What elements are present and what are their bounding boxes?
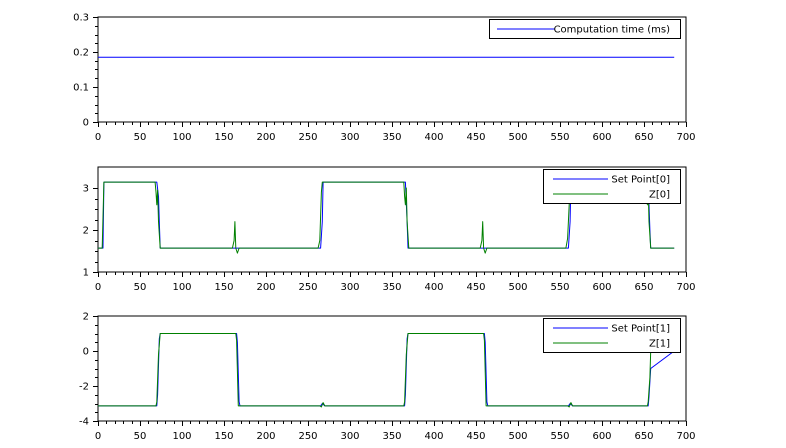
series-line-2 — [98, 333, 675, 408]
x-tick-label: 0 — [95, 282, 101, 293]
x-tick-label: 600 — [592, 431, 611, 442]
y-tick-label: -2 — [79, 382, 89, 393]
x-tick-label: 200 — [256, 132, 275, 143]
legend-box — [543, 318, 681, 353]
x-tick-label: 50 — [134, 431, 147, 442]
panel-3: 0 50 100 150 200 250 300 350 400 450 500 550 600 650 7… — [79, 312, 696, 443]
x-tick-label: 150 — [214, 132, 233, 143]
x-tick-label: 50 — [134, 132, 147, 143]
x-tick-label: 0 — [95, 132, 101, 143]
x-tick-label: 350 — [382, 282, 401, 293]
x-tick-label: 150 — [214, 431, 233, 442]
x-tick-label: 100 — [172, 132, 191, 143]
x-tick-label: 150 — [214, 282, 233, 293]
x-tick-label: 500 — [508, 282, 527, 293]
y-tick-label: 2 — [83, 226, 89, 237]
x-tick-label: 250 — [298, 431, 317, 442]
panel-2: 0 50 100 150 200 250 300 350 400 450 500 550 600 650 7… — [83, 166, 696, 293]
legend-1: Computation time (ms) — [489, 19, 681, 39]
legend-2: Set Point[0] Z[0] — [543, 169, 681, 204]
x-tick-label: 450 — [466, 431, 485, 442]
y-tick-label: 3 — [83, 184, 89, 195]
y-tick-label: 1 — [83, 268, 89, 279]
x-tick-label: 100 — [172, 282, 191, 293]
legend-label-1: Set Point[0] — [611, 175, 670, 186]
x-tick-label: 400 — [424, 282, 443, 293]
y-tick-label: -4 — [79, 417, 89, 428]
panel-1: 0 50 100 150 200 250 300 350 400 450 500 550 600 650 7… — [73, 13, 695, 144]
x-tick-label: 100 — [172, 431, 191, 442]
x-tick-label: 700 — [676, 282, 695, 293]
x-tick-label: 50 — [134, 282, 147, 293]
x-tick-label: 600 — [592, 282, 611, 293]
y-tick-label: 0.3 — [73, 13, 89, 24]
legend-label-2: Z[0] — [649, 190, 670, 201]
legend-3: Set Point[1] Z[1] — [543, 318, 681, 353]
x-tick-label: 700 — [676, 431, 695, 442]
x-tick-label: 300 — [340, 431, 359, 442]
x-tick-label: 500 — [508, 132, 527, 143]
x-tick-label: 350 — [382, 132, 401, 143]
x-tick-label: 700 — [676, 132, 695, 143]
y-tick-label: 0.2 — [73, 48, 89, 59]
x-tick-label: 250 — [298, 282, 317, 293]
x-tick-label: 550 — [550, 282, 569, 293]
x-tick-label: 450 — [466, 132, 485, 143]
x-tick-label: 300 — [340, 132, 359, 143]
x-tick-label: 300 — [340, 282, 359, 293]
legend-box — [489, 19, 681, 39]
x-tick-label: 200 — [256, 282, 275, 293]
x-tick-label: 250 — [298, 132, 317, 143]
x-tick-label: 550 — [550, 132, 569, 143]
legend-box — [543, 169, 681, 204]
x-tick-label: 500 — [508, 431, 527, 442]
x-tick-label: 550 — [550, 431, 569, 442]
x-tick-label: 600 — [592, 132, 611, 143]
x-tick-label: 450 — [466, 282, 485, 293]
legend-label-1: Set Point[1] — [611, 324, 670, 335]
y-tick-label: 0.1 — [73, 83, 89, 94]
legend-label-2: Z[1] — [649, 339, 670, 350]
x-tick-label: 650 — [634, 132, 653, 143]
y-tick-label: 0 — [83, 347, 89, 358]
x-tick-label: 200 — [256, 431, 275, 442]
x-tick-label: 650 — [634, 431, 653, 442]
x-tick-label: 650 — [634, 282, 653, 293]
x-tick-label: 350 — [382, 431, 401, 442]
x-tick-label: 400 — [424, 431, 443, 442]
legend-label-1: Computation time (ms) — [554, 25, 671, 36]
y-tick-label: 0 — [83, 118, 89, 129]
y-tick-label: 2 — [83, 312, 89, 323]
x-tick-label: 400 — [424, 132, 443, 143]
x-tick-label: 0 — [95, 431, 101, 442]
